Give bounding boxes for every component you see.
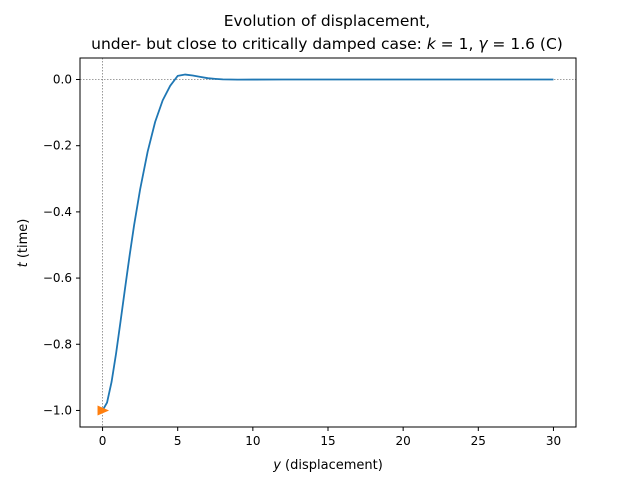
series-line-0 [101, 73, 554, 411]
title-gamma-var: γ [478, 35, 488, 53]
x-axis-label: y (displacement) [272, 458, 383, 473]
title-k-var: k [427, 35, 437, 53]
chart-title-line2: under- but close to critically damped ca… [91, 35, 563, 53]
x-tick-label: 10 [245, 434, 260, 448]
x-tick-label: 0 [99, 434, 107, 448]
marker-layer [97, 405, 110, 416]
y-tick-label: −1.0 [43, 403, 72, 417]
x-axis-label-var: y [272, 458, 281, 473]
x-tick-label: 15 [320, 434, 335, 448]
title-gamma-value: = 1.6 (C) [488, 35, 563, 53]
y-axis-label-text: (time) [16, 219, 31, 263]
y-tick-label: −0.6 [43, 271, 72, 285]
start-marker [97, 405, 110, 416]
title-k-value: = 1, [436, 35, 479, 53]
y-tick-label: −0.2 [43, 139, 72, 153]
x-tick-label: 20 [396, 434, 411, 448]
x-axis-label-text: (displacement) [281, 458, 383, 473]
chart-title-line1: Evolution of displacement, [224, 12, 430, 30]
x-tick-label: 5 [174, 434, 182, 448]
y-axis-label: t (time) [16, 219, 31, 268]
title-prefix: under- but close to critically damped ca… [91, 35, 427, 53]
x-tick-label: 25 [471, 434, 486, 448]
y-tick-label: 0.0 [53, 73, 72, 87]
reference-lines [80, 58, 576, 427]
x-axis-ticks: 0 5 10 15 20 25 30 [99, 427, 561, 448]
y-tick-label: −0.8 [43, 337, 72, 351]
series-layer [101, 73, 554, 411]
y-axis-ticks: 0.0 −0.2 −0.4 −0.6 −0.8 −1.0 [43, 73, 80, 417]
x-tick-label: 30 [546, 434, 561, 448]
y-axis-label-var: t [16, 261, 31, 267]
y-tick-label: −0.4 [43, 205, 72, 219]
